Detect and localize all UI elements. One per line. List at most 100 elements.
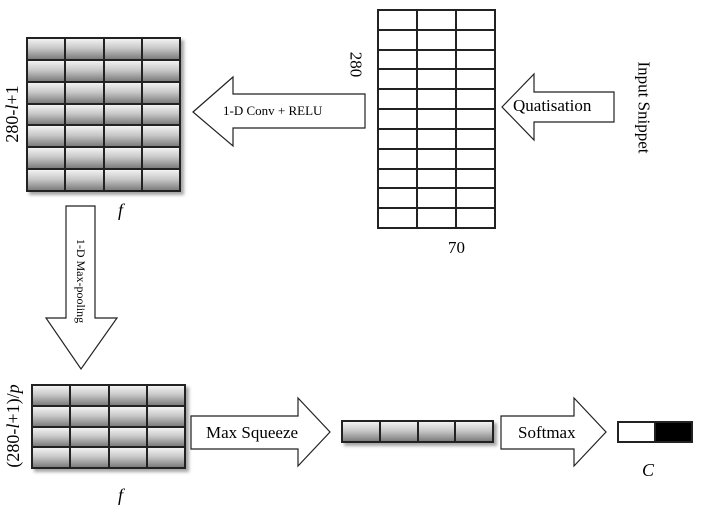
- conv-cell: [141, 59, 180, 82]
- conv-cell: [27, 38, 66, 60]
- input-cell: [417, 208, 456, 228]
- conv-height-text: 280-l+1: [2, 85, 22, 143]
- maxpool-label: 1-D Max-pooling: [74, 238, 88, 324]
- input-cell: [378, 69, 417, 90]
- conv-cell: [65, 38, 104, 60]
- squeeze-label: Max Squeeze: [206, 423, 299, 442]
- input-cell: [417, 168, 456, 189]
- input-cell: [378, 168, 417, 189]
- squeeze-cell: [455, 421, 493, 442]
- conv-cell: [27, 103, 66, 126]
- pool-cell: [32, 405, 71, 427]
- pool-cell: [32, 447, 71, 468]
- conv-cell: [65, 59, 104, 82]
- pool-cell: [70, 385, 109, 406]
- input-cell: [456, 29, 495, 50]
- input-width-label: 70: [448, 238, 465, 257]
- conv-cell: [103, 81, 142, 104]
- input-cell: [378, 128, 417, 149]
- conv-cell: [27, 81, 66, 104]
- softmax-arrow: [500, 396, 607, 468]
- input-cell: [417, 10, 456, 30]
- input-snippet-label: Input Snippet: [634, 61, 654, 154]
- input-height-label: 280: [346, 51, 366, 78]
- softmax-label: Softmax: [518, 423, 576, 442]
- conv-cell: [27, 59, 66, 82]
- output-label: C: [642, 460, 655, 480]
- maxpool-arrow: [44, 205, 119, 371]
- input-cell: [417, 49, 456, 70]
- conv-cell: [141, 81, 180, 104]
- conv-cell: [65, 81, 104, 104]
- conv-arrow: [192, 75, 366, 148]
- conv-cell: [103, 103, 142, 126]
- input-cell: [378, 49, 417, 70]
- pool-cell: [70, 405, 109, 427]
- conv-cell: [65, 103, 104, 126]
- pool-cell: [146, 447, 185, 468]
- conv-height-label: 280-l+1: [2, 74, 22, 154]
- conv-cell: [141, 125, 180, 148]
- conv-cell: [65, 125, 104, 148]
- input-cell: [456, 49, 495, 70]
- conv-cell: [141, 169, 180, 191]
- pool-cell: [146, 426, 185, 448]
- squeeze-arrow: [190, 396, 331, 468]
- pool-height-label: (280-l+1)/p: [3, 376, 23, 476]
- conv-width-label: f: [118, 200, 124, 220]
- input-cell: [456, 10, 495, 30]
- input-cell: [378, 148, 417, 169]
- conv-cell: [141, 147, 180, 170]
- pool-cell: [108, 426, 147, 448]
- input-cell: [456, 188, 495, 209]
- conv-cell: [103, 147, 142, 170]
- input-cell: [417, 148, 456, 169]
- input-cell: [456, 128, 495, 149]
- input-cell: [378, 10, 417, 30]
- conv-cell: [103, 59, 142, 82]
- input-cell: [417, 29, 456, 50]
- conv-cell: [103, 125, 142, 148]
- input-cell: [456, 69, 495, 90]
- conv-cell: [103, 38, 142, 60]
- input-cell: [456, 148, 495, 169]
- conv-cell: [141, 103, 180, 126]
- pool-height-text: (280-l+1)/p: [3, 384, 23, 468]
- pool-cell: [32, 385, 71, 406]
- output-cell-empty: [618, 422, 655, 442]
- squeeze-cell: [417, 421, 456, 442]
- input-cell: [417, 69, 456, 90]
- input-cell: [378, 188, 417, 209]
- conv-cell: [65, 169, 104, 191]
- input-cell: [378, 109, 417, 129]
- quantisation-arrow: [501, 72, 615, 142]
- pool-cell: [146, 385, 185, 406]
- pool-cell: [146, 405, 185, 427]
- pool-cell: [108, 385, 147, 406]
- input-cell: [417, 89, 456, 110]
- pool-output-grid: [31, 384, 186, 469]
- pool-cell: [70, 426, 109, 448]
- pool-cell: [108, 447, 147, 468]
- input-cell: [378, 89, 417, 110]
- input-cell: [456, 208, 495, 228]
- output-cell-filled: [655, 422, 692, 442]
- conv-cell: [103, 169, 142, 191]
- output-vector: [617, 421, 693, 443]
- input-snippet-grid: [377, 9, 496, 229]
- input-cell: [456, 109, 495, 129]
- input-cell: [378, 29, 417, 50]
- pool-cell: [32, 426, 71, 448]
- conv-cell: [27, 147, 66, 170]
- pool-cell: [70, 447, 109, 468]
- conv-cell: [141, 38, 180, 60]
- pool-cell: [108, 405, 147, 427]
- conv-output-grid: [26, 37, 181, 192]
- conv-cell: [27, 169, 66, 191]
- conv-label: 1-D Conv + RELU: [223, 103, 323, 118]
- input-cell: [417, 128, 456, 149]
- conv-cell: [65, 147, 104, 170]
- input-cell: [417, 109, 456, 129]
